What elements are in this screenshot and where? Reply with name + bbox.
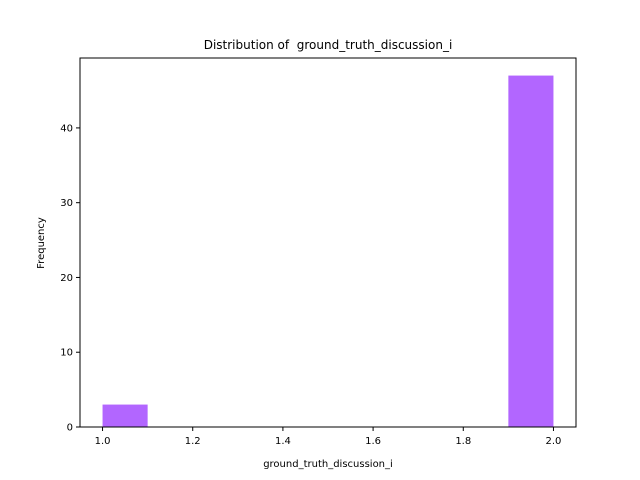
- y-tick-label: 20: [60, 273, 73, 284]
- histogram-bar-0: [102, 404, 148, 427]
- y-axis-label: Frequency: [36, 217, 47, 269]
- y-tick-label: 0: [67, 423, 73, 434]
- x-tick-label: 1.6: [365, 436, 381, 447]
- y-tick-label: 40: [60, 123, 73, 134]
- x-tick-label: 1.0: [95, 436, 111, 447]
- x-tick-label: 2.0: [546, 436, 562, 447]
- bars-group: [102, 75, 554, 428]
- x-tick-label: 1.4: [275, 436, 291, 447]
- y-tick-label: 10: [60, 348, 73, 359]
- plot-frame: [79, 57, 577, 428]
- x-ticks-group: 1.0 1.2 1.4 1.6 1.8 2.0: [95, 427, 562, 447]
- x-tick-label: 1.8: [455, 436, 471, 447]
- y-tick-label: 30: [60, 198, 73, 209]
- chart-title: Distribution of ground_truth_discussion_…: [204, 38, 453, 52]
- x-tick-label: 1.2: [185, 436, 201, 447]
- y-ticks-group: 0 10 20 30 40: [60, 123, 80, 434]
- x-axis-label: ground_truth_discussion_i: [263, 459, 393, 470]
- histogram-bar-9: [508, 75, 554, 428]
